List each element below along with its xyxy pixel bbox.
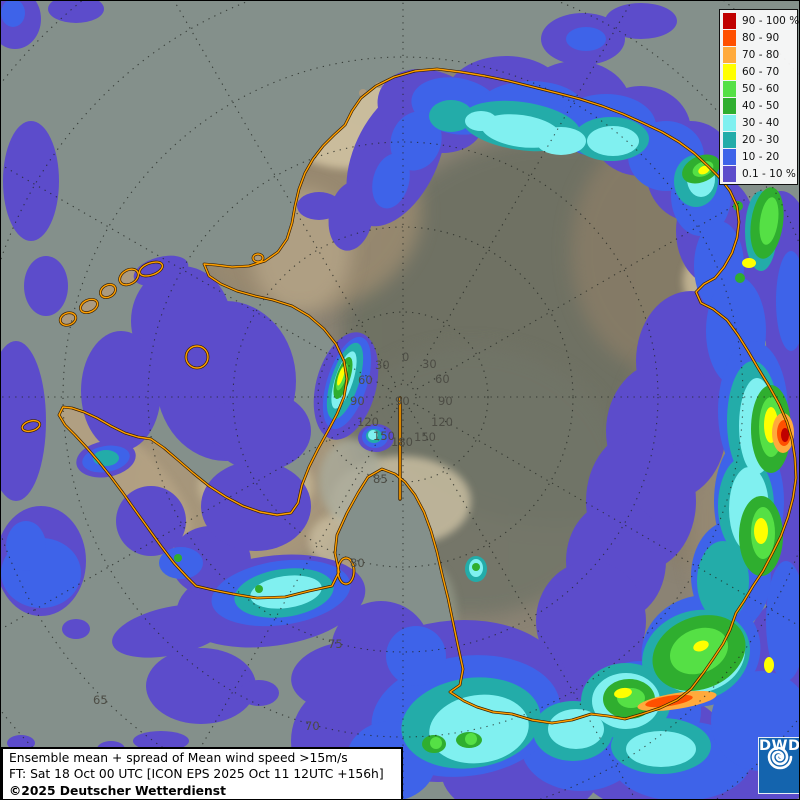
grid-label: 30 xyxy=(422,357,437,371)
grid-label: 75 xyxy=(328,637,343,651)
legend-swatch xyxy=(723,12,736,29)
legend-label: 0.1 - 10 % xyxy=(742,167,796,180)
legend-swatch xyxy=(723,63,736,80)
legend-row: 70 - 80 xyxy=(723,46,797,63)
info-bar: Ensemble mean + spread of Mean wind spee… xyxy=(1,747,403,799)
legend-swatch xyxy=(723,46,736,63)
legend-label: 80 - 90 xyxy=(742,31,780,44)
legend-swatch xyxy=(723,131,736,148)
dwd-spiral-icon xyxy=(767,746,793,770)
probability-overlay-50-60 xyxy=(336,161,783,749)
legend-label: 40 - 50 xyxy=(742,99,780,112)
legend-swatch xyxy=(723,165,736,182)
legend-row: 40 - 50 xyxy=(723,97,797,114)
legend-row: 0.1 - 10 % xyxy=(723,165,797,182)
grid-label: 150 xyxy=(373,429,395,443)
legend-swatch xyxy=(723,114,736,131)
legend-label: 90 - 100 % xyxy=(742,14,800,27)
grid-label: 150 xyxy=(414,430,436,444)
dwd-logo-text: DWD xyxy=(759,738,800,754)
probability-overlay-90-100 xyxy=(781,428,789,442)
legend-row: 10 - 20 xyxy=(723,148,797,165)
forecast-time: FT: Sat 18 Oct 00 UTC [ICON EPS 2025 Oct… xyxy=(9,767,384,782)
grid-label: 120 xyxy=(357,415,379,429)
grid-label: 180 xyxy=(391,435,413,449)
grid-label: 85 xyxy=(373,472,388,486)
grid-label: 80 xyxy=(350,556,365,570)
legend-swatch xyxy=(723,80,736,97)
coastline xyxy=(20,67,798,725)
legend-row: 30 - 40 xyxy=(723,114,797,131)
grid-label: 0 xyxy=(402,350,409,364)
legend-row: 50 - 60 xyxy=(723,80,797,97)
legend-label: 20 - 30 xyxy=(742,133,780,146)
legend-swatch xyxy=(723,29,736,46)
legend-swatch xyxy=(723,148,736,165)
grid-label: 60 xyxy=(358,373,373,387)
grid-label: 65 xyxy=(93,693,108,707)
legend-row: 20 - 30 xyxy=(723,131,797,148)
legend-label: 60 - 70 xyxy=(742,65,780,78)
grid-label: 90 xyxy=(350,394,365,408)
grid-label: 120 xyxy=(431,415,453,429)
legend-swatch xyxy=(723,97,736,114)
legend-row: 90 - 100 % xyxy=(723,12,800,29)
grid-label: 60 xyxy=(435,372,450,386)
legend-label: 70 - 80 xyxy=(742,48,780,61)
map-title: Ensemble mean + spread of Mean wind spee… xyxy=(9,751,348,765)
legend-row: 80 - 90 xyxy=(723,29,797,46)
grid-label: 90 xyxy=(395,394,410,408)
legend-row: 60 - 70 xyxy=(723,63,797,80)
grid-label: 30 xyxy=(375,358,390,372)
grid-label: 90 xyxy=(438,394,453,408)
legend-label: 30 - 40 xyxy=(742,116,780,129)
probability-legend: 90 - 100 % 80 - 90 70 - 80 60 - 70 50 - 60 40… xyxy=(719,9,800,185)
legend-label: 50 - 60 xyxy=(742,82,780,95)
grid-label: 70 xyxy=(305,719,320,733)
dwd-logo: DWD xyxy=(758,737,800,794)
copyright: ©2025 Deutscher Wetterdienst xyxy=(9,783,226,798)
legend-label: 10 - 20 xyxy=(742,150,780,163)
